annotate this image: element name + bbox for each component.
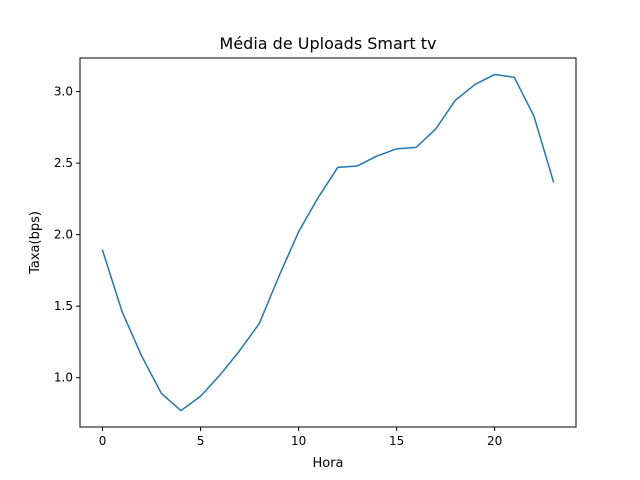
y-tick-label: 3.0 bbox=[54, 85, 73, 99]
x-axis-label: Hora bbox=[312, 456, 343, 471]
y-tick-label: 2.0 bbox=[54, 228, 73, 242]
series-line bbox=[101, 73, 555, 412]
x-tick-label: 0 bbox=[99, 434, 107, 448]
y-axis-label: Taxa(bps) bbox=[28, 211, 43, 275]
axes-frame bbox=[79, 57, 577, 428]
y-axis-ticks: 1.0 1.5 2.0 2.5 3.0 bbox=[54, 85, 80, 385]
x-axis-ticks: 0 5 10 15 20 bbox=[99, 427, 502, 448]
chart-title: Média de Uploads Smart tv bbox=[220, 34, 437, 53]
x-tick-label: 15 bbox=[389, 434, 404, 448]
plot-area bbox=[101, 73, 555, 412]
y-tick-label: 1.0 bbox=[54, 371, 73, 385]
x-tick-label: 20 bbox=[487, 434, 502, 448]
x-tick-label: 10 bbox=[291, 434, 306, 448]
y-tick-label: 1.5 bbox=[54, 299, 73, 313]
x-tick-label: 5 bbox=[197, 434, 205, 448]
y-tick-label: 2.5 bbox=[54, 156, 73, 170]
